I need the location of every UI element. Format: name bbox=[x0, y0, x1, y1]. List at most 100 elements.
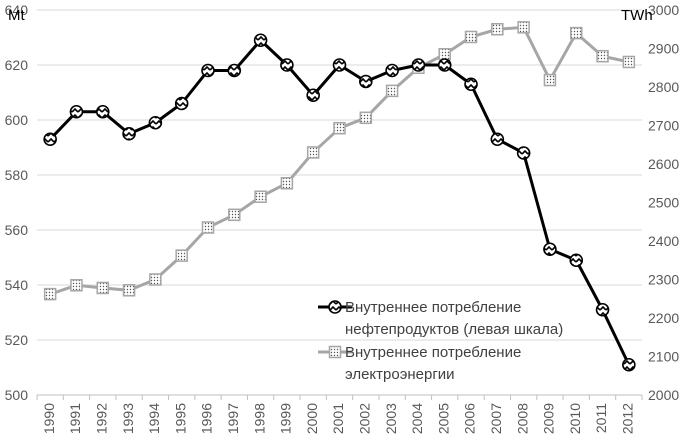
right-tick-label: 2000 bbox=[648, 387, 679, 403]
x-tick-label: 1991 bbox=[67, 403, 83, 434]
oil-consumption-point bbox=[622, 357, 636, 372]
x-tick-label: 2002 bbox=[357, 403, 373, 434]
electricity-consumption-point bbox=[385, 84, 399, 98]
x-tick-label: 2012 bbox=[620, 403, 636, 434]
x-tick-label: 1995 bbox=[172, 403, 188, 434]
electricity-consumption-point bbox=[254, 190, 267, 203]
x-tick-label: 2004 bbox=[409, 403, 425, 434]
right-tick-label: 2400 bbox=[648, 233, 679, 249]
oil-consumption-point bbox=[595, 302, 610, 317]
oil-consumption-point bbox=[569, 253, 584, 268]
x-tick-label: 2010 bbox=[567, 403, 583, 434]
right-tick-label: 2500 bbox=[648, 195, 679, 211]
x-tick-label: 2007 bbox=[488, 403, 504, 434]
electricity-consumption-point bbox=[491, 23, 504, 36]
electricity-consumption-point bbox=[333, 121, 346, 135]
x-tick-label: 1990 bbox=[41, 403, 57, 434]
electricity-consumption-point bbox=[543, 73, 557, 87]
oil-consumption-point bbox=[253, 33, 268, 48]
axes: 500 520 540 560 580 600 620 640 2000 2100 2200 2300… bbox=[5, 2, 680, 434]
electricity-consumption-point bbox=[175, 249, 188, 262]
right-tick-label: 2600 bbox=[648, 156, 679, 172]
oil-consumption-point bbox=[122, 126, 136, 141]
legend-label: Внутреннее потребление bbox=[345, 299, 521, 316]
left-tick-label: 560 bbox=[5, 222, 29, 238]
x-tick-label: 2008 bbox=[514, 403, 530, 434]
legend-swatch-marker bbox=[328, 345, 342, 359]
right-tick-label: 2300 bbox=[648, 272, 679, 288]
x-tick-label: 2005 bbox=[435, 403, 451, 434]
legend: Внутреннее потребление нефтепродуктов (ле… bbox=[318, 299, 563, 383]
right-axis-unit: TWh bbox=[621, 7, 653, 24]
oil-consumption-point bbox=[411, 58, 426, 72]
x-tick-label: 1992 bbox=[93, 403, 109, 434]
right-tick-label: 3000 bbox=[648, 2, 679, 18]
electricity-consumption-point bbox=[201, 221, 215, 234]
right-tick-label: 2700 bbox=[648, 118, 679, 134]
series-lines bbox=[43, 21, 636, 372]
oil-consumption-point bbox=[201, 63, 215, 78]
electricity-consumption-point bbox=[438, 48, 451, 61]
x-tick-label: 1998 bbox=[251, 403, 267, 434]
electricity-consumption-point bbox=[622, 55, 636, 69]
oil-consumption-point bbox=[332, 58, 347, 72]
electricity-consumption-point bbox=[359, 111, 373, 125]
x-tick-label: 2003 bbox=[383, 403, 399, 434]
right-tick-label: 2800 bbox=[648, 79, 679, 95]
left-tick-label: 520 bbox=[5, 332, 29, 348]
oil-consumption-point bbox=[464, 77, 478, 92]
electricity-consumption-point bbox=[569, 26, 583, 40]
electricity-consumption-point bbox=[517, 21, 530, 34]
electricity-consumption-point bbox=[96, 281, 110, 295]
x-tick-label: 1994 bbox=[146, 403, 162, 434]
electricity-consumption-point bbox=[43, 287, 57, 301]
oil-consumption-line bbox=[49, 38, 631, 366]
x-tick-label: 2009 bbox=[541, 403, 557, 434]
oil-consumption-point bbox=[69, 104, 84, 119]
electricity-consumption-point bbox=[70, 279, 83, 292]
x-tick-label: 1997 bbox=[225, 403, 241, 434]
right-tick-label: 2900 bbox=[648, 41, 679, 57]
oil-consumption-point bbox=[227, 63, 242, 78]
oil-consumption-point bbox=[148, 115, 163, 130]
left-tick-label: 580 bbox=[5, 167, 29, 183]
right-tick-label: 2100 bbox=[648, 349, 679, 365]
x-tick-label: 1996 bbox=[199, 403, 215, 434]
legend-label: электроэнергии bbox=[345, 366, 455, 383]
legend-swatch-marker bbox=[328, 300, 342, 314]
left-tick-label: 620 bbox=[5, 57, 29, 73]
electricity-consumption-point bbox=[149, 273, 162, 286]
electricity-consumption-point bbox=[596, 49, 609, 63]
electricity-consumption-point bbox=[464, 30, 478, 44]
oil-consumption-point bbox=[95, 104, 110, 119]
x-tick-label: 1993 bbox=[120, 403, 136, 434]
oil-consumption-point bbox=[306, 88, 320, 103]
x-tick-label: 2000 bbox=[304, 403, 320, 434]
left-tick-label: 640 bbox=[5, 2, 29, 18]
oil-consumption-point bbox=[543, 242, 557, 257]
oil-consumption-point bbox=[490, 132, 505, 147]
x-tick-label: 1999 bbox=[278, 403, 294, 434]
oil-consumption-point bbox=[385, 63, 399, 78]
legend-label: Внутреннее потребление bbox=[345, 344, 521, 361]
left-tick-label: 540 bbox=[5, 277, 29, 293]
x-tick-label: 2011 bbox=[593, 403, 609, 433]
right-tick-label: 2200 bbox=[648, 310, 679, 326]
legend-label: нефтепродуктов (левая шкала) bbox=[345, 321, 563, 338]
electricity-consumption-point bbox=[122, 284, 136, 297]
left-tick-label: 600 bbox=[5, 112, 29, 128]
oil-consumption-point bbox=[437, 58, 452, 72]
oil-consumption-point bbox=[516, 146, 531, 160]
oil-consumption-point bbox=[359, 74, 373, 89]
electricity-consumption-point bbox=[306, 146, 320, 159]
oil-consumption-point bbox=[43, 132, 57, 147]
left-axis-unit: Mt bbox=[8, 7, 25, 24]
x-tick-label: 2006 bbox=[462, 403, 478, 434]
electricity-consumption-point bbox=[280, 177, 294, 190]
oil-consumption-point bbox=[174, 96, 189, 111]
oil-consumption-point bbox=[280, 58, 294, 72]
left-tick-label: 500 bbox=[5, 387, 29, 403]
electricity-consumption-point bbox=[228, 208, 241, 222]
x-tick-label: 2001 bbox=[330, 403, 346, 434]
